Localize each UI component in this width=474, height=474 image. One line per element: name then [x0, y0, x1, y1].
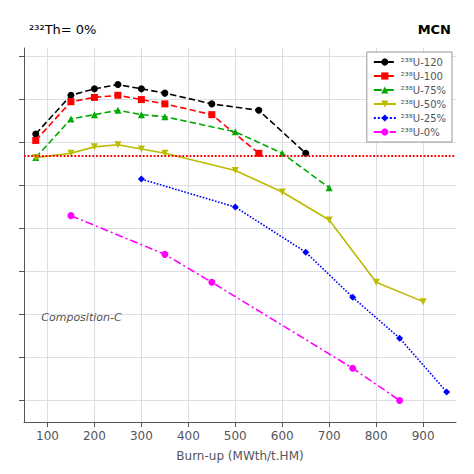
svg-text:Composition-C: Composition-C	[41, 311, 122, 324]
svg-text:200: 200	[83, 429, 106, 443]
svg-text:500: 500	[224, 429, 247, 443]
svg-text:900: 900	[412, 429, 435, 443]
svg-text:600: 600	[271, 429, 294, 443]
svg-text:Burn-up (MWth/t.HM): Burn-up (MWth/t.HM)	[176, 449, 303, 463]
svg-text:²³⁸U-100: ²³⁸U-100	[401, 71, 443, 82]
svg-text:300: 300	[130, 429, 153, 443]
svg-text:MCN: MCN	[418, 22, 451, 37]
svg-text:²³⁸U-120: ²³⁸U-120	[401, 57, 443, 68]
svg-text:²³⁸U-75%: ²³⁸U-75%	[401, 85, 446, 96]
svg-text:800: 800	[365, 429, 388, 443]
svg-text:700: 700	[318, 429, 341, 443]
svg-text:²³⁸U-50%: ²³⁸U-50%	[401, 99, 446, 110]
svg-text:²³²Th= 0%: ²³²Th= 0%	[29, 22, 96, 37]
svg-text:100: 100	[36, 429, 59, 443]
svg-text:²³⁸U-0%: ²³⁸U-0%	[401, 127, 440, 138]
svg-text:400: 400	[177, 429, 200, 443]
svg-text:²³⁸U-25%: ²³⁸U-25%	[401, 113, 446, 124]
